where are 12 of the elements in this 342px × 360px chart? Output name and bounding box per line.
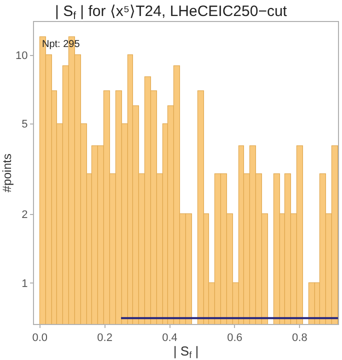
y-tick-label: 1 xyxy=(22,278,28,290)
x-tick-label: 0.4 xyxy=(162,332,178,344)
x-tick-label: 0.0 xyxy=(32,332,48,344)
x-tick-label: 0.8 xyxy=(292,332,308,344)
y-axis-title: #points xyxy=(0,154,14,192)
y-tick-label: 5 xyxy=(22,118,28,131)
y-tick-label: 10 xyxy=(16,50,28,62)
x-tick-label: 0.6 xyxy=(227,332,242,344)
x-axis-title: | S$_{f}$ | xyxy=(173,343,199,360)
chart-title: | S$_{f}$ | for ⟨x⁵⟩T24, LHeCEIC250−cut xyxy=(55,2,288,22)
y-tick-label: 2 xyxy=(22,209,28,222)
x-tick-label: 0.2 xyxy=(97,332,112,344)
